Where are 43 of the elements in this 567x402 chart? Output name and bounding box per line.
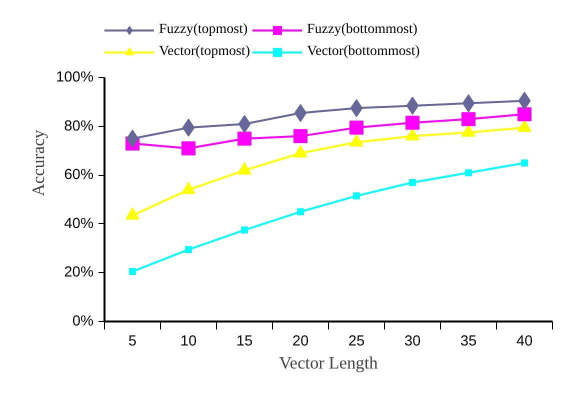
x-tick-label: 35 — [460, 334, 477, 350]
point — [241, 226, 248, 234]
point — [406, 116, 420, 130]
y-tick-label: 0% — [72, 314, 94, 330]
y-tick-label: 60% — [64, 167, 94, 184]
y-tick-label: 100% — [56, 70, 94, 86]
x-tick-label: 30 — [404, 334, 421, 350]
point — [185, 246, 192, 254]
point — [182, 141, 196, 156]
legend-label: Vector(bottommost) — [306, 43, 420, 61]
x-tick-label: 25 — [348, 334, 365, 350]
point — [350, 99, 363, 118]
point — [353, 192, 360, 200]
point — [350, 120, 364, 135]
point — [518, 92, 531, 110]
point — [462, 94, 475, 112]
point — [518, 107, 532, 122]
x-tick-label: 10 — [180, 334, 197, 350]
y-tick-label: 80% — [64, 118, 94, 134]
x-tick-label: 15 — [236, 334, 253, 350]
point — [182, 118, 195, 137]
legend-label: Fuzzy(topmost) — [159, 21, 248, 39]
point — [406, 96, 419, 115]
y-tick-label: 20% — [64, 264, 94, 281]
point — [409, 179, 416, 186]
x-tick-label: 40 — [516, 334, 533, 350]
point — [238, 132, 252, 146]
point — [297, 208, 304, 216]
point — [521, 160, 528, 166]
y-axis-title: Accuracy — [29, 129, 48, 196]
point — [462, 112, 476, 126]
point — [294, 104, 307, 122]
x-tick-label: 5 — [128, 334, 137, 350]
point — [129, 268, 136, 276]
legend-label: Fuzzy(bottommost) — [306, 21, 418, 39]
point — [126, 130, 139, 148]
x-tick-label: 20 — [292, 334, 309, 350]
point — [238, 114, 251, 133]
y-tick-label: 40% — [64, 216, 94, 232]
point — [294, 129, 308, 144]
legend-label: Vector(topmost) — [159, 43, 250, 61]
x-axis-title: Vector Length — [279, 354, 378, 372]
point — [465, 169, 472, 176]
